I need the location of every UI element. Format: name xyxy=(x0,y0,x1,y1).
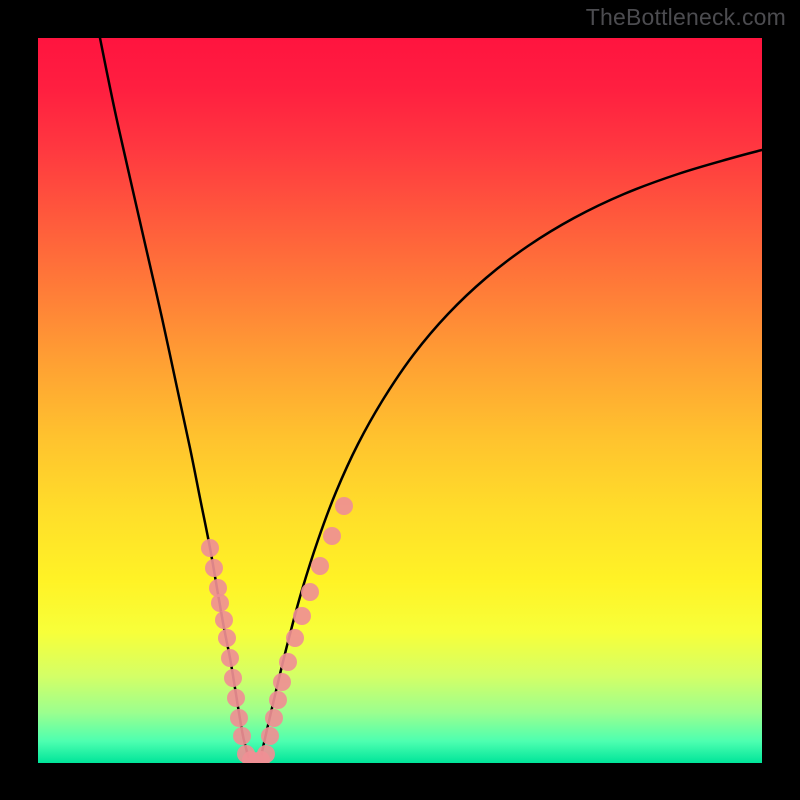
marker-dot xyxy=(265,709,283,727)
marker-dot xyxy=(201,539,219,557)
marker-dot xyxy=(211,594,229,612)
marker-dot xyxy=(224,669,242,687)
marker-dot xyxy=(311,557,329,575)
marker-dot xyxy=(301,583,319,601)
watermark-text: TheBottleneck.com xyxy=(586,4,786,31)
marker-dot xyxy=(218,629,236,647)
stage: TheBottleneck.com xyxy=(0,0,800,800)
marker-dot xyxy=(221,649,239,667)
marker-dot xyxy=(230,709,248,727)
marker-dot xyxy=(269,691,287,709)
marker-dot xyxy=(227,689,245,707)
marker-dot xyxy=(273,673,291,691)
marker-dot xyxy=(261,727,279,745)
gradient-background xyxy=(38,38,762,763)
marker-dot xyxy=(335,497,353,515)
marker-dot xyxy=(323,527,341,545)
marker-dot xyxy=(205,559,223,577)
marker-dot xyxy=(293,607,311,625)
marker-dot xyxy=(233,727,251,745)
marker-dot xyxy=(286,629,304,647)
marker-dot xyxy=(257,745,275,763)
plot-area xyxy=(38,38,762,763)
plot-svg xyxy=(38,38,762,763)
marker-dot xyxy=(279,653,297,671)
marker-dot xyxy=(215,611,233,629)
